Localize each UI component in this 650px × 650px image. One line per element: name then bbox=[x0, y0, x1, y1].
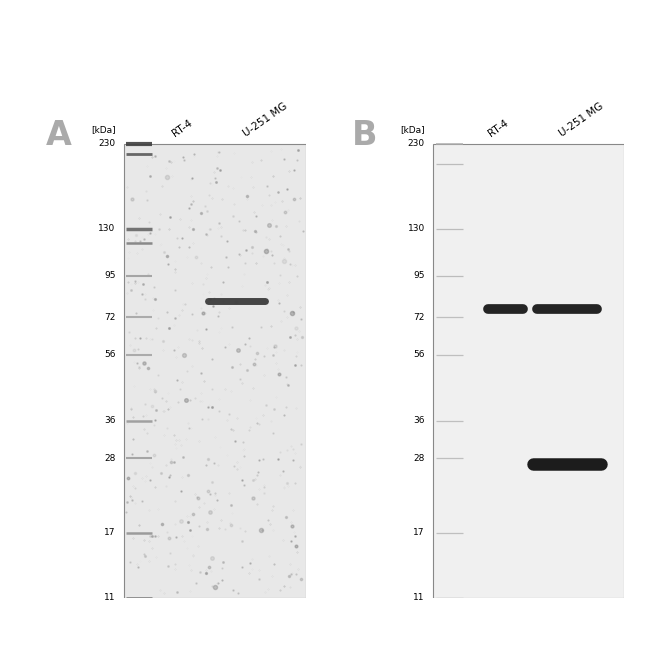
Bar bbox=[433, 144, 624, 598]
Text: 230: 230 bbox=[408, 139, 424, 148]
Text: RT-4: RT-4 bbox=[486, 118, 510, 138]
Text: 56: 56 bbox=[413, 350, 424, 359]
Text: 95: 95 bbox=[104, 271, 116, 280]
Text: [kDa]: [kDa] bbox=[400, 125, 424, 134]
Text: [kDa]: [kDa] bbox=[91, 125, 116, 134]
Text: 72: 72 bbox=[413, 313, 424, 322]
Text: A: A bbox=[46, 119, 72, 152]
Text: 11: 11 bbox=[104, 593, 116, 603]
Text: 17: 17 bbox=[104, 528, 116, 538]
Text: 72: 72 bbox=[105, 313, 116, 322]
Text: 17: 17 bbox=[413, 528, 424, 538]
Text: 28: 28 bbox=[413, 454, 424, 463]
Text: 95: 95 bbox=[413, 271, 424, 280]
Text: U-251 MG: U-251 MG bbox=[242, 101, 290, 138]
Text: B: B bbox=[352, 119, 378, 152]
Text: 36: 36 bbox=[413, 416, 424, 425]
Text: 130: 130 bbox=[408, 224, 424, 233]
Text: RT-4: RT-4 bbox=[171, 118, 194, 138]
Text: 28: 28 bbox=[105, 454, 116, 463]
Text: 130: 130 bbox=[98, 224, 116, 233]
Text: 11: 11 bbox=[413, 593, 424, 603]
Text: 36: 36 bbox=[104, 416, 116, 425]
Bar bbox=[124, 144, 306, 598]
Text: U-251 MG: U-251 MG bbox=[557, 101, 605, 138]
Text: 56: 56 bbox=[104, 350, 116, 359]
Text: 230: 230 bbox=[99, 139, 116, 148]
